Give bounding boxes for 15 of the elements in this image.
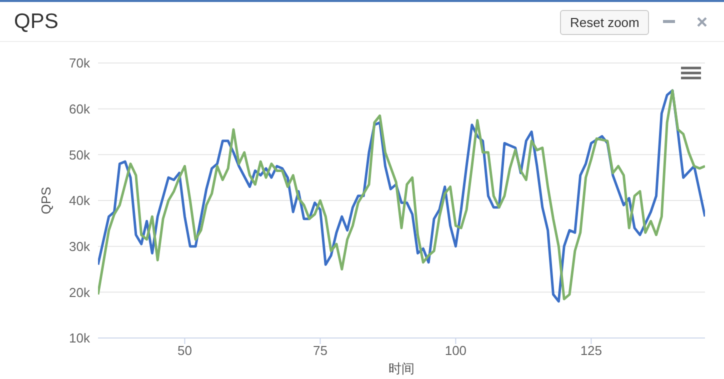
reset-zoom-button: Reset zoom	[560, 10, 650, 35]
y-axis-title: QPS	[38, 186, 54, 214]
x-tick-label: 75	[312, 343, 328, 358]
chart-title: QPS	[14, 10, 58, 34]
y-tick-label: 30k	[69, 238, 90, 254]
y-tick-label: 70k	[69, 56, 90, 71]
x-axis-title: 时间	[388, 361, 414, 376]
y-tick-label: 10k	[69, 330, 90, 346]
x-tick-label: 50	[177, 343, 192, 358]
y-tick-label: 20k	[69, 284, 90, 300]
y-tick-label: 50k	[69, 147, 90, 162]
y-tick-label: 60k	[69, 101, 90, 116]
x-tick-label: 100	[444, 343, 467, 358]
x-tick-label: 125	[580, 343, 602, 358]
y-tick-label: 40k	[69, 193, 90, 208]
